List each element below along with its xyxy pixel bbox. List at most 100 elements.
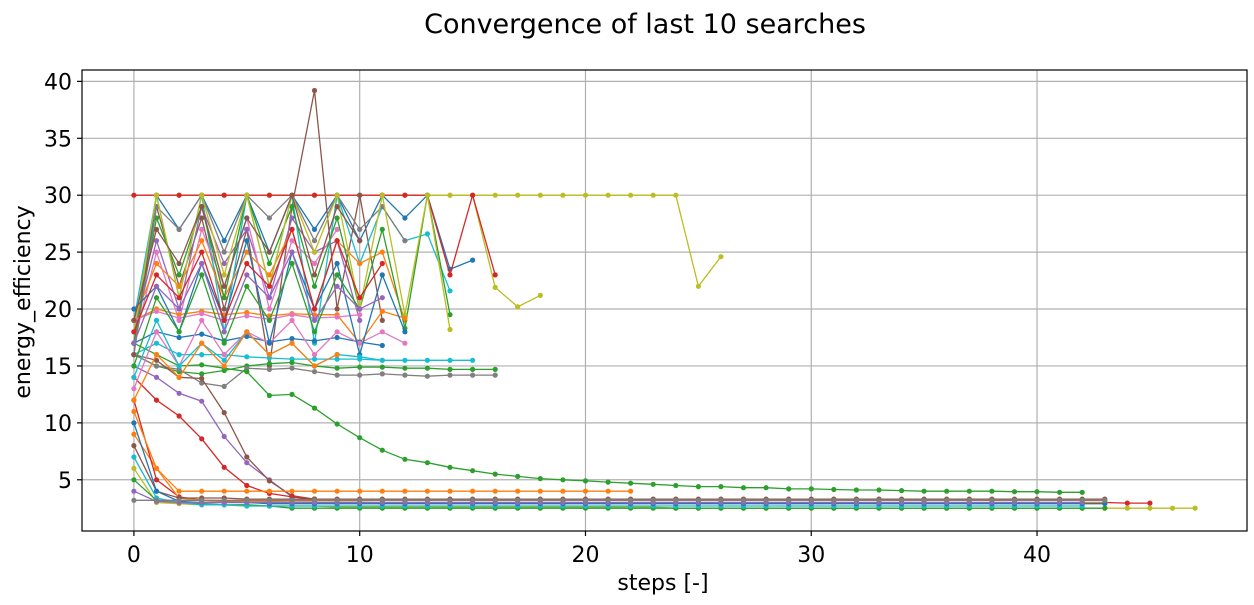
data-point — [470, 192, 476, 198]
chart-title: Convergence of last 10 searches — [424, 9, 866, 40]
data-point — [244, 482, 250, 489]
data-point — [153, 238, 160, 244]
data-point — [515, 488, 521, 494]
series-30 — [131, 420, 1108, 507]
data-point — [673, 497, 679, 503]
data-point — [131, 488, 137, 494]
data-point — [131, 420, 137, 426]
data-point — [718, 497, 724, 503]
data-point — [221, 272, 227, 278]
data-point — [221, 295, 227, 301]
data-point — [199, 317, 205, 323]
data-point — [266, 478, 272, 484]
data-point — [1169, 505, 1176, 511]
data-point — [560, 477, 566, 483]
data-point — [289, 391, 295, 397]
data-point — [402, 456, 408, 462]
data-point — [831, 497, 837, 503]
data-point — [447, 372, 453, 378]
data-point — [289, 488, 295, 494]
data-point — [199, 272, 205, 278]
series-40 — [131, 249, 385, 346]
data-point — [311, 352, 318, 358]
data-point — [673, 482, 679, 489]
data-point — [1147, 505, 1153, 511]
data-point — [199, 192, 205, 198]
data-point — [289, 260, 295, 267]
data-point — [899, 497, 905, 503]
data-point — [244, 249, 250, 255]
data-point — [176, 226, 182, 232]
data-point — [244, 488, 250, 494]
data-point — [199, 352, 205, 358]
data-point — [244, 333, 250, 339]
data-point — [921, 497, 927, 503]
data-point — [199, 215, 205, 221]
data-point — [244, 226, 250, 232]
plot-frame — [81, 69, 1248, 532]
data-point — [311, 338, 318, 344]
data-point — [153, 249, 160, 255]
data-point — [176, 192, 182, 198]
data-point — [334, 306, 340, 312]
data-point — [176, 260, 182, 267]
data-point — [176, 295, 182, 301]
data-point — [605, 192, 611, 198]
data-point — [921, 488, 927, 494]
data-point — [515, 192, 521, 198]
data-point — [447, 497, 453, 503]
data-point — [357, 192, 363, 198]
data-point — [379, 226, 385, 232]
data-point — [244, 238, 250, 244]
data-point — [266, 192, 272, 198]
data-point — [379, 192, 385, 198]
data-point — [221, 260, 227, 267]
data-point — [334, 238, 340, 244]
data-point — [244, 313, 250, 319]
data-point — [199, 331, 205, 337]
data-point — [334, 329, 340, 335]
data-point — [153, 226, 160, 232]
data-point — [357, 364, 363, 370]
data-point — [266, 283, 272, 289]
data-point — [199, 398, 205, 404]
data-point — [176, 272, 182, 278]
data-point — [560, 488, 566, 494]
data-point — [131, 431, 137, 437]
data-point — [605, 479, 611, 485]
data-point — [424, 365, 430, 371]
data-point — [695, 484, 702, 490]
series-line — [133, 250, 383, 344]
data-point — [131, 454, 137, 460]
data-point — [379, 260, 385, 267]
data-point — [424, 488, 430, 494]
x-tick-label: 40 — [1023, 543, 1051, 568]
data-point — [447, 464, 453, 470]
data-point — [199, 362, 205, 368]
data-point — [289, 192, 295, 198]
data-point — [221, 340, 227, 346]
data-point — [808, 497, 814, 503]
data-point — [786, 486, 792, 492]
data-point — [153, 357, 160, 363]
data-point — [357, 238, 363, 244]
data-point — [899, 488, 905, 494]
data-point — [221, 410, 227, 416]
data-point — [1102, 505, 1108, 511]
data-point — [221, 352, 227, 358]
data-point — [131, 306, 137, 312]
data-point — [537, 488, 543, 494]
data-point — [537, 292, 543, 298]
data-point — [311, 306, 318, 312]
data-point — [447, 488, 453, 494]
data-point — [379, 371, 385, 377]
data-point — [492, 471, 498, 477]
data-point — [289, 249, 295, 255]
data-point — [582, 488, 589, 494]
data-point — [266, 361, 272, 367]
data-point — [289, 359, 295, 366]
data-point — [266, 306, 272, 312]
y-tick-label: 20 — [44, 298, 72, 323]
data-point — [1079, 489, 1085, 495]
x-axis: 0 10 20 30 40 — [127, 531, 1051, 568]
